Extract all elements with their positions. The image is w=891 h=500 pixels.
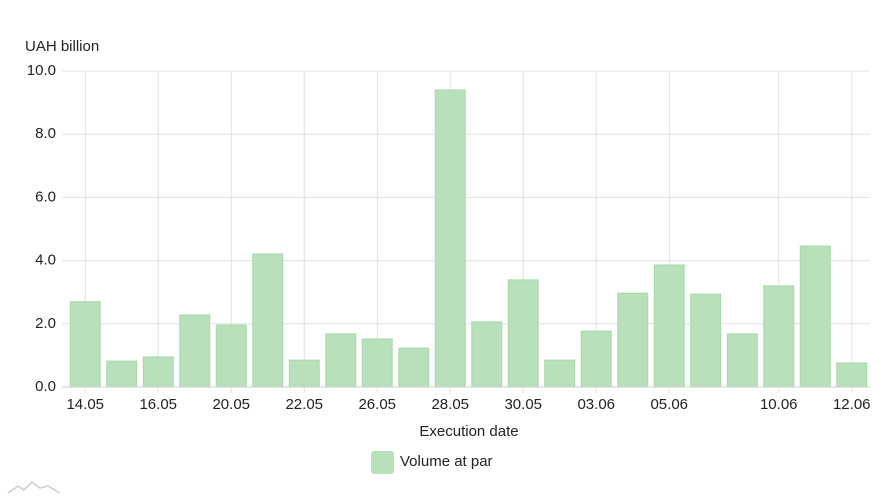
bar	[215, 324, 247, 388]
x-tick-label: 30.05	[504, 396, 542, 413]
x-tick-label: 03.06	[577, 396, 615, 413]
bar	[471, 321, 503, 388]
bar	[434, 89, 466, 388]
bar	[142, 356, 174, 388]
bar	[325, 333, 357, 388]
x-tick-label: 10.06	[760, 396, 798, 413]
bar	[398, 347, 430, 388]
bar	[544, 359, 576, 388]
bar	[361, 338, 393, 388]
bar	[653, 264, 685, 388]
logo	[7, 481, 61, 494]
x-tick-label: 12.06	[833, 396, 871, 413]
y-tick-label: 4.0	[35, 252, 56, 269]
y-tick-label: 6.0	[35, 188, 56, 205]
bar	[179, 314, 211, 388]
bar	[580, 330, 612, 388]
y-tick-label: 2.0	[35, 315, 56, 332]
legend-swatch	[371, 451, 394, 474]
x-tick-label: 20.05	[212, 396, 250, 413]
bar	[726, 333, 758, 388]
y-axis-title: UAH billion	[25, 38, 99, 55]
y-tick-label: 0.0	[35, 378, 56, 395]
x-tick-label: 14.05	[66, 396, 104, 413]
x-tick-label: 28.05	[431, 396, 469, 413]
bar	[288, 359, 320, 388]
bar	[836, 362, 868, 388]
x-tick-label: 05.06	[650, 396, 688, 413]
bar	[799, 245, 831, 388]
x-tick-label: 26.05	[358, 396, 396, 413]
x-tick-label: 22.05	[285, 396, 323, 413]
y-tick-label: 10.0	[27, 62, 56, 79]
x-tick-label: 16.05	[139, 396, 177, 413]
bar	[617, 292, 649, 388]
bar	[690, 293, 722, 388]
x-axis-title: Execution date	[419, 423, 518, 440]
bar	[106, 360, 138, 388]
bar	[69, 301, 101, 388]
bar	[763, 285, 795, 388]
legend-label: Volume at par	[400, 453, 493, 470]
bar	[507, 279, 539, 388]
bar	[252, 253, 284, 388]
y-tick-label: 8.0	[35, 125, 56, 142]
